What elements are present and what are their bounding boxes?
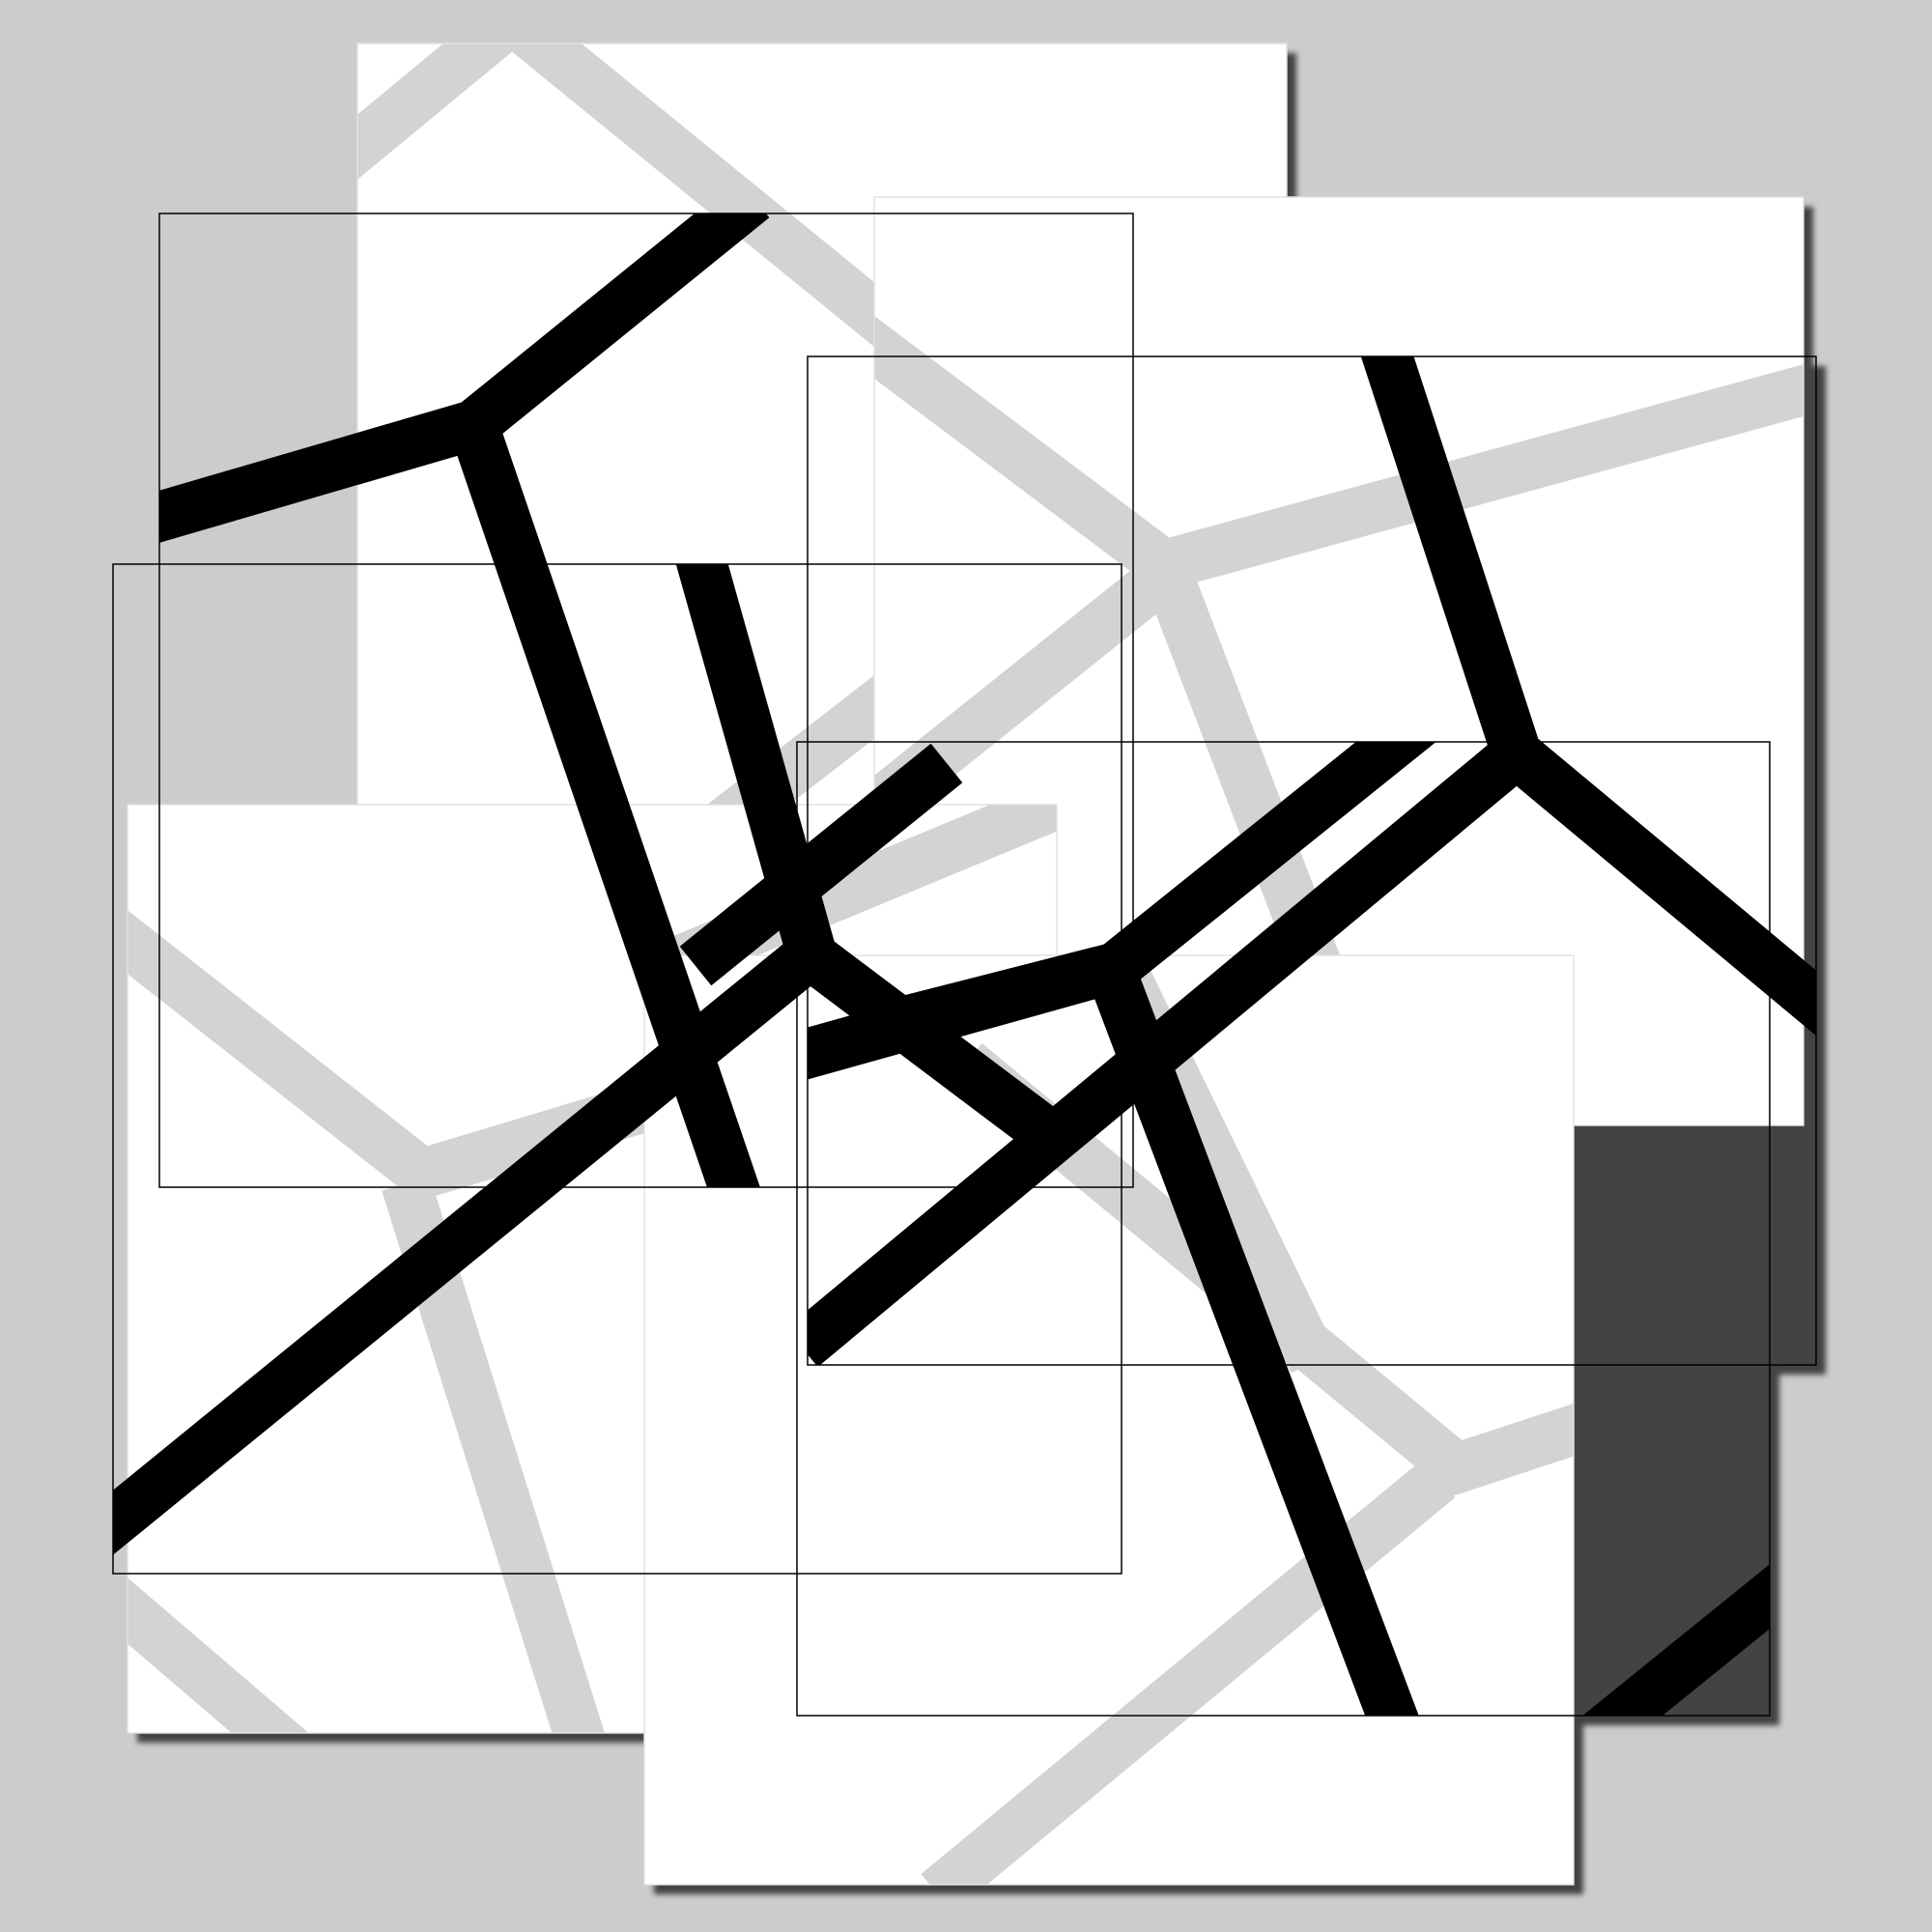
grey-panel-3-stroke-c <box>128 1577 309 1733</box>
black-panel-1-stroke-c <box>679 743 963 986</box>
black-panel-3-stroke-a <box>675 564 1059 1151</box>
black-panel-3-stroke-b <box>113 941 818 1555</box>
grey-panel-4-stroke-b <box>921 1458 1456 1885</box>
black-panel-1-stroke-b <box>449 416 760 1187</box>
black-panel-4-stroke-c <box>887 941 1127 1049</box>
grey-panel-4-stroke-a <box>950 1042 1574 1497</box>
grey-panel-1-stroke-a <box>357 43 1287 579</box>
black-panel-1-frame <box>158 213 1134 1188</box>
foreground-layer <box>112 213 1817 1717</box>
black-panel-4 <box>796 741 1771 1717</box>
black-panel-1-paper <box>159 213 1133 1187</box>
black-panel-4-frame <box>796 741 1771 1717</box>
black-panel-4-stroke-b <box>1582 1564 1770 1716</box>
black-panel-2-frame <box>807 355 1817 1366</box>
black-panel-1 <box>158 213 1134 1188</box>
